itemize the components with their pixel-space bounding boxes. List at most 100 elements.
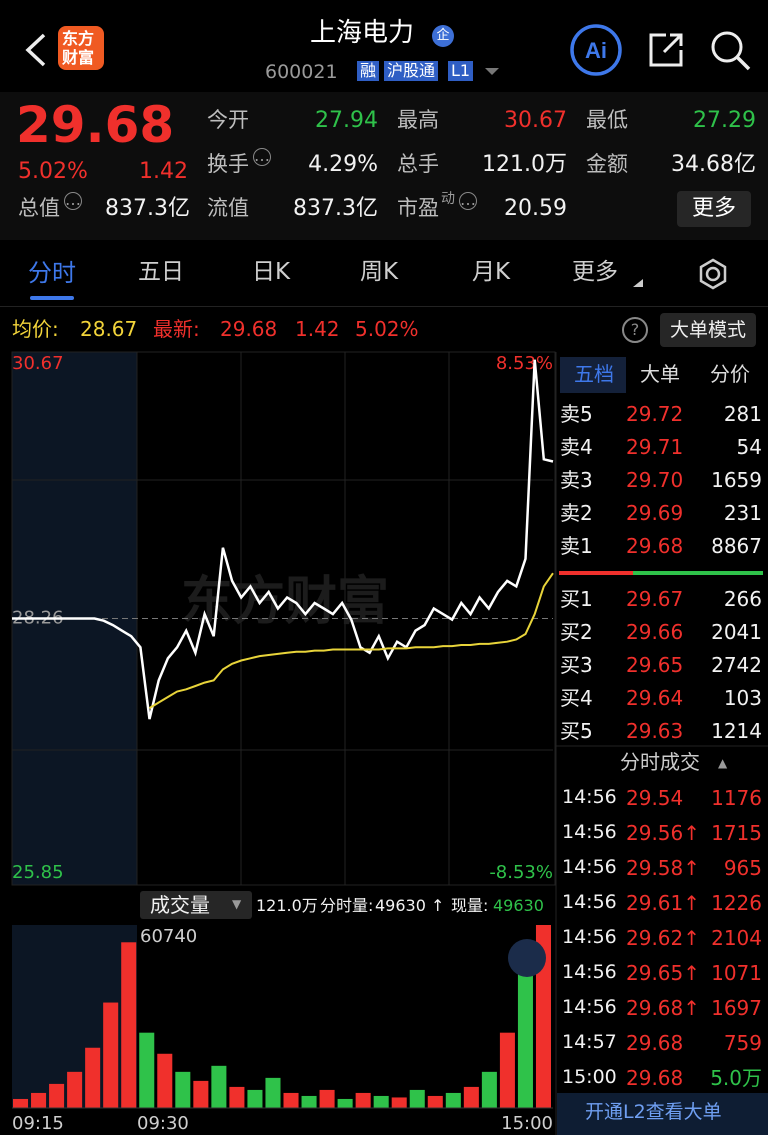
volume-arrow: ▼ — [232, 897, 242, 911]
trade-price: 29.68 — [626, 1066, 684, 1090]
search-button[interactable] — [708, 28, 752, 72]
tab[interactable]: 日K — [252, 259, 291, 285]
ob-tab[interactable]: 分价 — [710, 362, 750, 386]
series-line — [148, 572, 554, 709]
ob-tab[interactable]: 大单 — [640, 362, 680, 386]
latest-price: 29.68 — [220, 317, 278, 341]
pct-label: 8.53% — [496, 353, 553, 374]
trade-time: 14:56 — [562, 926, 617, 948]
volume-bar — [481, 1071, 497, 1108]
last-price: 29.68 — [16, 96, 175, 154]
stat-label: 金额 — [586, 152, 628, 176]
ob-price: 29.66 — [626, 620, 684, 644]
volume-bar — [499, 1032, 515, 1108]
ob-volume: 281 — [723, 402, 762, 426]
stat-label: 今开 — [207, 108, 249, 132]
stat-value: 837.3亿 — [105, 196, 190, 221]
volume-bar — [157, 1053, 173, 1108]
trade-volume: 2104 — [711, 926, 762, 950]
stat-label: 最低 — [586, 108, 628, 132]
stat-label-sup: 动 — [441, 191, 455, 207]
volume-bar — [337, 1098, 353, 1108]
ob-price: 29.64 — [626, 686, 684, 710]
volume-bar — [31, 1092, 47, 1108]
ob-tab-active — [560, 357, 626, 393]
upgrade-banner[interactable]: 开通L2查看大单 — [557, 1093, 768, 1135]
volume-bar — [175, 1071, 191, 1108]
ai-button[interactable]: Ai — [568, 22, 624, 78]
ob-level: 卖1 — [560, 534, 593, 558]
ob-price: 29.72 — [626, 402, 684, 426]
volume-bar — [301, 1095, 317, 1108]
volume-bar — [283, 1092, 299, 1108]
volume-now: 49630 — [493, 896, 544, 915]
mode-button[interactable]: 大单模式 — [660, 313, 756, 347]
tab-indicator — [30, 296, 74, 300]
settings-button[interactable] — [696, 257, 730, 291]
ob-volume: 103 — [723, 686, 762, 710]
divider — [0, 306, 768, 307]
trade-price: 29.68 — [626, 1031, 684, 1055]
time-label: 09:30 — [137, 1113, 189, 1134]
trade-price: 29.68↑ — [626, 996, 701, 1020]
ob-price: 29.63 — [626, 719, 684, 743]
stat-value: 121.0万 — [482, 152, 567, 177]
latest-label: 最新: — [153, 317, 200, 341]
info-icon[interactable]: … — [459, 190, 477, 210]
upgrade-text: 开通L2查看大单 — [585, 1101, 722, 1123]
volume-bar — [67, 1071, 83, 1108]
trade-time: 14:56 — [562, 821, 617, 843]
tag: L1 — [448, 61, 474, 81]
trade-time: 14:56 — [562, 891, 617, 913]
ob-volume: 266 — [723, 587, 762, 611]
tab[interactable]: 更多 — [572, 259, 618, 285]
volume-bar — [13, 1098, 29, 1108]
trade-time: 14:56 — [562, 856, 617, 878]
series-line — [12, 359, 554, 720]
ob-level: 买2 — [560, 620, 593, 644]
tab[interactable]: 分时 — [28, 259, 76, 287]
more-arrow — [633, 279, 643, 287]
share-button[interactable] — [646, 30, 686, 70]
trade-volume: 965 — [723, 856, 762, 880]
trade-volume: 1071 — [711, 961, 762, 985]
ob-level: 卖5 — [560, 402, 593, 426]
help-icon[interactable]: ? — [622, 317, 648, 343]
info-icon[interactable]: … — [253, 146, 271, 166]
volume-bar — [265, 1077, 281, 1108]
trade-volume: 1697 — [711, 996, 762, 1020]
volume-bar — [517, 972, 533, 1108]
trade-volume: 5.0万 — [710, 1066, 762, 1090]
stock-code: 600021 — [265, 61, 338, 83]
zoom-button — [508, 939, 546, 977]
dropdown-icon[interactable] — [485, 68, 499, 76]
stat-value: 20.59 — [504, 196, 567, 221]
volume-bar — [319, 1089, 335, 1108]
stat-label: 换手 — [207, 152, 249, 176]
ob-price: 29.69 — [626, 501, 684, 525]
stat-value: 27.29 — [693, 108, 756, 133]
volume-bar — [445, 1092, 461, 1108]
stat-value: 34.68亿 — [671, 152, 756, 177]
ob-level: 卖4 — [560, 435, 593, 459]
stat-value: 27.94 — [315, 108, 378, 133]
tag: 融 — [357, 61, 380, 81]
volume-title-box[interactable] — [140, 891, 252, 919]
ob-price: 29.70 — [626, 468, 684, 492]
ob-price: 29.65 — [626, 653, 684, 677]
volume-bar — [49, 1083, 65, 1108]
volume-bar — [409, 1089, 425, 1108]
tab[interactable]: 周K — [360, 259, 399, 285]
more-button[interactable]: 更多 — [677, 191, 751, 227]
ob-tab[interactable]: 五档 — [574, 362, 614, 386]
volume-bar — [121, 942, 137, 1108]
tab[interactable]: 五日 — [138, 259, 184, 285]
tab[interactable]: 月K — [472, 259, 511, 285]
info-icon[interactable]: … — [64, 190, 82, 210]
app-logo[interactable]: 东方 财富 — [58, 26, 104, 70]
ob-price: 29.68 — [626, 534, 684, 558]
back-button[interactable] — [22, 32, 48, 68]
trade-volume: 1176 — [711, 786, 762, 810]
stat-value: 837.3亿 — [293, 196, 378, 221]
